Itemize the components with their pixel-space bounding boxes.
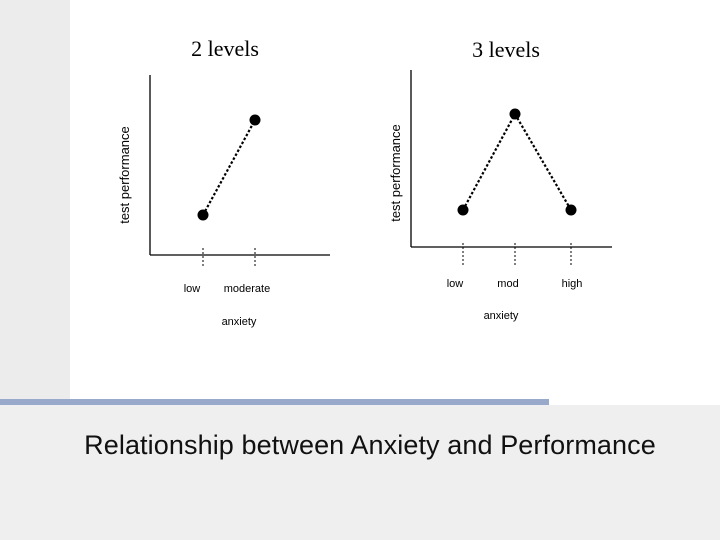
series-line-segment (514, 113, 572, 211)
series-line-segment (202, 119, 256, 216)
data-point (197, 209, 209, 221)
x-axis-label: anxiety (222, 316, 257, 328)
data-point (565, 204, 577, 216)
series-line-segment (462, 113, 516, 211)
charts-area: 2 levels test performance anxiety low modera… (117, 36, 612, 328)
y-axis-label: test performance (117, 126, 132, 224)
x-tick-label: mod (497, 278, 518, 290)
chart-2-levels: 2 levels test performance anxiety low modera… (117, 36, 330, 328)
chart-3-levels: 3 levels test performance anxiety low mod hig… (388, 37, 612, 322)
bottom-background-panel (0, 405, 720, 540)
slide-title: Relationship between Anxiety and Perform… (84, 430, 656, 460)
x-tick-label: high (562, 278, 583, 290)
x-tick-label: moderate (224, 283, 270, 295)
x-tick-label: low (447, 278, 464, 290)
divider-bar (0, 399, 549, 405)
chart-title: 3 levels (472, 37, 540, 62)
y-axis-label: test performance (388, 124, 403, 222)
data-point (249, 114, 261, 126)
x-axis-label: anxiety (484, 310, 519, 322)
x-tick-label: low (184, 283, 201, 295)
data-point (509, 108, 521, 120)
chart-title: 2 levels (191, 36, 259, 61)
data-point (457, 204, 469, 216)
